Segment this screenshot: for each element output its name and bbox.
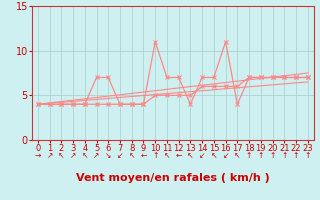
Text: ↙: ↙ xyxy=(199,151,205,160)
Text: ↑: ↑ xyxy=(281,151,287,160)
Text: ←: ← xyxy=(140,151,147,160)
Text: ↙: ↙ xyxy=(117,151,123,160)
Text: ↑: ↑ xyxy=(269,151,276,160)
Text: ↙: ↙ xyxy=(222,151,229,160)
Text: ↖: ↖ xyxy=(234,151,241,160)
Text: ↖: ↖ xyxy=(58,151,65,160)
Text: ↘: ↘ xyxy=(105,151,111,160)
Text: ↖: ↖ xyxy=(164,151,170,160)
Text: →: → xyxy=(35,151,41,160)
X-axis label: Vent moyen/en rafales ( km/h ): Vent moyen/en rafales ( km/h ) xyxy=(76,173,270,183)
Text: ↗: ↗ xyxy=(93,151,100,160)
Text: ←: ← xyxy=(175,151,182,160)
Text: ↗: ↗ xyxy=(46,151,53,160)
Text: ↗: ↗ xyxy=(70,151,76,160)
Text: ↖: ↖ xyxy=(82,151,88,160)
Text: ↖: ↖ xyxy=(211,151,217,160)
Text: ↖: ↖ xyxy=(187,151,194,160)
Text: ↑: ↑ xyxy=(258,151,264,160)
Text: ↑: ↑ xyxy=(152,151,158,160)
Text: ↑: ↑ xyxy=(293,151,299,160)
Text: ↑: ↑ xyxy=(246,151,252,160)
Text: ↑: ↑ xyxy=(305,151,311,160)
Text: ↖: ↖ xyxy=(129,151,135,160)
